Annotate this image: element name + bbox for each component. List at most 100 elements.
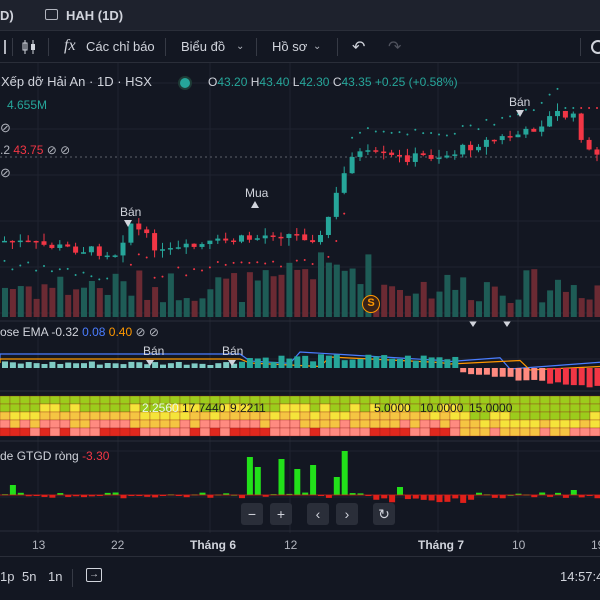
heat-cell xyxy=(459,419,471,429)
toolbar-left-edge-icon[interactable] xyxy=(4,40,6,54)
heat-cell xyxy=(559,411,571,421)
psar-dot xyxy=(161,275,164,278)
date-range-icon[interactable]: → xyxy=(86,568,102,582)
heat-cell xyxy=(59,427,71,437)
symbol-legend: Xếp dỡ Hải An · 1D · HSX xyxy=(1,74,152,89)
candle-body xyxy=(254,238,260,240)
heat-cell xyxy=(319,403,331,413)
heat-cell xyxy=(119,403,131,413)
interval-5n[interactable]: 5n xyxy=(22,569,37,584)
candle-body xyxy=(325,216,331,236)
eye-hidden-icon[interactable]: ⊘ xyxy=(0,120,11,135)
heat-cell xyxy=(79,403,91,413)
candle-body xyxy=(460,144,466,155)
heat-cell xyxy=(69,403,81,413)
candle-body xyxy=(175,247,181,249)
heat-cell xyxy=(569,427,581,437)
heat-cell xyxy=(119,395,131,405)
volume-bar xyxy=(325,262,332,317)
psar-dot xyxy=(3,259,6,262)
scroll-left-button[interactable]: ‹ xyxy=(307,503,329,525)
zoom-in-button[interactable]: + xyxy=(270,503,292,525)
psar-dot xyxy=(477,128,480,131)
candle-body xyxy=(555,110,560,117)
chart-area[interactable]: Xếp dỡ Hải An · 1D · HSX O43.20 H43.40 L… xyxy=(0,63,600,556)
candle-body xyxy=(152,233,158,251)
heat-cell xyxy=(89,395,101,405)
eye-hidden-icon[interactable]: ⊘ xyxy=(0,165,11,180)
heat-cell xyxy=(319,411,331,421)
volume-bar xyxy=(412,293,419,317)
macd-histogram-bar xyxy=(452,356,459,368)
volume-bar xyxy=(9,289,16,317)
volume-bar xyxy=(254,280,261,317)
heat-cell xyxy=(299,403,311,413)
gtgd-bar xyxy=(136,495,143,496)
undo-icon[interactable]: ↶ xyxy=(352,39,366,56)
candle-body xyxy=(302,234,308,241)
macd-histogram-bar xyxy=(207,364,214,368)
zoom-out-button[interactable]: − xyxy=(241,503,263,525)
heat-cell xyxy=(549,411,561,421)
candles-icon[interactable] xyxy=(21,39,37,55)
psar-dot xyxy=(406,133,409,136)
settings-icon[interactable] xyxy=(591,40,600,54)
volume-bar xyxy=(262,270,269,317)
profile-button[interactable]: Hồ sơ xyxy=(272,39,308,54)
gtgd-bar xyxy=(578,495,585,498)
visibility-off-icon[interactable]: ⊘ xyxy=(148,325,159,339)
gtgd-bar xyxy=(555,492,561,495)
psar-dot xyxy=(453,132,456,135)
gtgd-bar xyxy=(239,495,245,499)
gtgd-bar xyxy=(207,495,214,498)
heat-cell xyxy=(589,403,600,413)
tab-hah[interactable]: HAH (1D) xyxy=(66,8,124,23)
heat-cell xyxy=(359,395,371,405)
macd-histogram-bar xyxy=(25,362,32,368)
visibility-off-icon[interactable]: ⊘ xyxy=(60,143,71,157)
macd-histogram-bar xyxy=(483,368,490,375)
heat-cell xyxy=(519,427,531,437)
buy-marker-label: Mua xyxy=(245,186,269,200)
visibility-off-icon[interactable]: ⊘ xyxy=(135,325,146,339)
volume-bar xyxy=(81,287,87,317)
function-icon[interactable]: fx xyxy=(64,37,76,54)
heat-cell xyxy=(489,427,501,437)
heat-cell xyxy=(369,427,381,437)
heat-cell xyxy=(419,419,431,429)
macd-legend: ose EMA -0.32 0.08 0.40 ⊘ ⊘ xyxy=(0,325,159,339)
interval-1n[interactable]: 1n xyxy=(48,569,63,584)
psar-dot xyxy=(240,261,243,264)
indicators-button[interactable]: Các chỉ báo xyxy=(86,39,155,54)
macd-histogram-bar xyxy=(88,361,95,368)
interval-1p[interactable]: 1p xyxy=(0,569,15,584)
s-badge-icon[interactable]: S xyxy=(362,295,380,313)
heat-cell xyxy=(19,411,31,421)
price-chart[interactable] xyxy=(0,63,600,556)
heat-cell xyxy=(249,427,261,437)
visibility-off-icon[interactable]: ⊘ xyxy=(46,143,57,157)
heat-cell xyxy=(89,427,101,437)
candle-body xyxy=(428,155,434,159)
reset-chart-button[interactable]: ↻ xyxy=(373,503,395,525)
heat-cell xyxy=(319,395,331,405)
sell-marker-label: Bán xyxy=(120,205,142,219)
macd-histogram-bar xyxy=(404,355,411,368)
volume-bar xyxy=(476,301,482,317)
gtgd-bar xyxy=(436,495,443,503)
volume-bar xyxy=(460,277,467,317)
psar-dot xyxy=(532,109,535,112)
heat-cell xyxy=(29,427,41,437)
macd-histogram-bar xyxy=(373,356,380,368)
scroll-right-button[interactable]: › xyxy=(336,503,358,525)
psar-dot xyxy=(485,118,488,121)
candle-body xyxy=(286,234,292,238)
heat-cell xyxy=(479,427,491,437)
candle-body xyxy=(120,242,126,256)
heat-cell xyxy=(9,395,21,405)
chart-type-button[interactable]: Biểu đồ xyxy=(181,39,226,54)
redo-icon[interactable]: ↷ xyxy=(388,39,402,56)
tab-previous[interactable]: D) xyxy=(0,8,14,23)
psar-dot xyxy=(35,269,38,272)
macd-histogram-bar xyxy=(286,358,293,368)
